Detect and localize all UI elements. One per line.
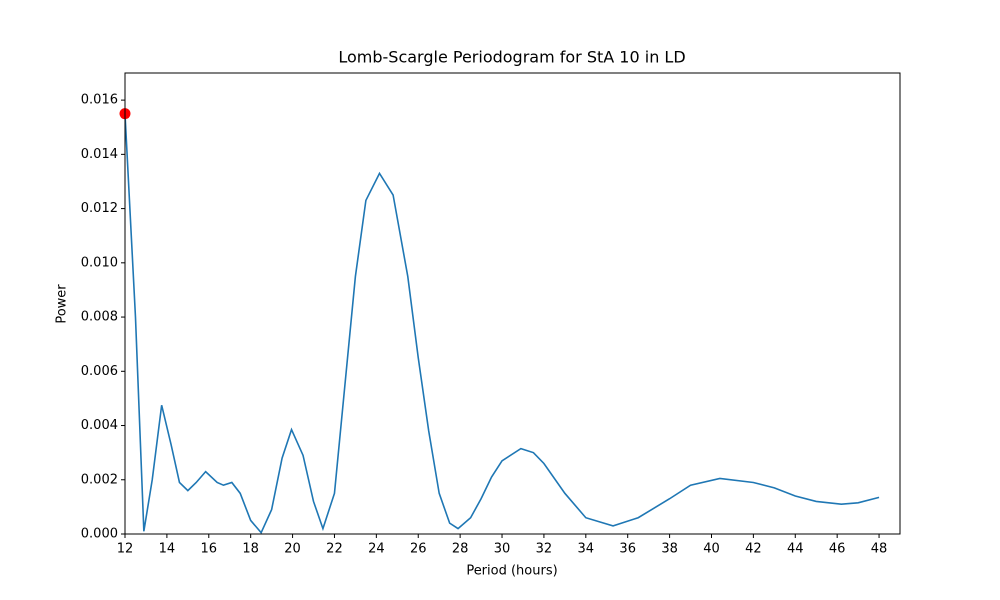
y-tick-label: 0.012 bbox=[81, 201, 118, 216]
x-axis-label: Period (hours) bbox=[466, 564, 557, 579]
x-tick-label: 30 bbox=[494, 542, 511, 557]
y-tick-label: 0.000 bbox=[81, 527, 118, 542]
x-tick-label: 26 bbox=[410, 542, 427, 557]
x-tick-label: 32 bbox=[536, 542, 553, 557]
y-tick-label: 0.014 bbox=[81, 147, 118, 162]
line bbox=[124, 113, 880, 535]
x-tick-label: 34 bbox=[578, 542, 595, 557]
y-tick-label: 0.006 bbox=[81, 364, 118, 379]
x-tick-label: 48 bbox=[871, 542, 888, 557]
x-tick-label: 18 bbox=[242, 542, 259, 557]
x-tick-label: 14 bbox=[159, 542, 176, 557]
y-tick-label: 0.008 bbox=[81, 310, 118, 325]
x-tick-label: 46 bbox=[829, 542, 846, 557]
x-tick-label: 40 bbox=[703, 542, 720, 557]
x-tick-label: 22 bbox=[326, 542, 343, 557]
chart-title: Lomb-Scargle Periodogram for StA 10 in L… bbox=[338, 48, 685, 67]
y-tick-label: 0.002 bbox=[81, 472, 118, 487]
x-tick-label: 12 bbox=[117, 542, 134, 557]
x-tick-label: 42 bbox=[745, 542, 762, 557]
x-tick-label: 38 bbox=[661, 542, 678, 557]
y-tick-label: 0.004 bbox=[81, 418, 118, 433]
x-tick-label: 36 bbox=[619, 542, 636, 557]
plot-frame bbox=[124, 72, 901, 535]
y-tick-label: 0.010 bbox=[81, 255, 118, 270]
x-tick-label: 24 bbox=[368, 542, 385, 557]
x-tick-label: 28 bbox=[452, 542, 469, 557]
y-axis-label: Power bbox=[55, 284, 70, 324]
x-tick-label: 16 bbox=[201, 542, 218, 557]
y-tick-label: 0.016 bbox=[81, 93, 118, 108]
x-tick-label: 44 bbox=[787, 542, 804, 557]
x-tick-label: 20 bbox=[284, 542, 301, 557]
